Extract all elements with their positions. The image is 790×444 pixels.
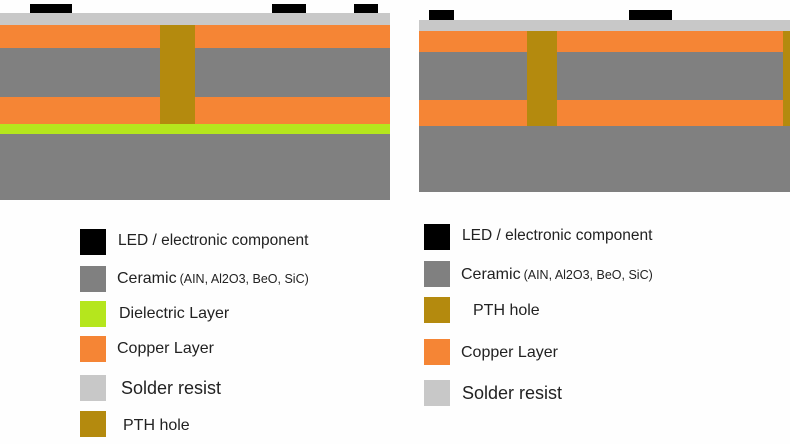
legend-label-pth: PTH hole [473, 302, 540, 319]
legend-label-pth: PTH hole [123, 417, 190, 434]
legend-label-solder: Solder resist [121, 378, 222, 398]
led-component-2 [272, 4, 306, 13]
solder-resist-layer [0, 13, 390, 25]
ceramic-layer-middle [419, 52, 790, 100]
legend-swatch-led [80, 229, 106, 255]
right-stack-diagram [419, 0, 790, 192]
legend-swatch-solder [80, 375, 106, 401]
pth-hole [160, 25, 195, 124]
legend-swatch-pth [424, 297, 450, 323]
led-component-2 [629, 10, 672, 20]
legend-swatch-pth [80, 411, 106, 437]
legend-label-dielectric: Dielectric Layer [119, 305, 230, 322]
left-stack-diagram [0, 0, 390, 200]
led-component-1 [429, 10, 454, 20]
copper-layer-top [0, 25, 390, 48]
legend-swatch-solder [424, 380, 450, 406]
copper-layer-bottom [0, 97, 390, 124]
led-component-1 [30, 4, 72, 13]
pth-hole-edge [783, 31, 790, 126]
legend-swatch-ceramic [424, 261, 450, 287]
legend-label-led: LED / electronic component [118, 232, 309, 249]
solder-resist-layer [419, 20, 790, 31]
legend-label-copper: Copper Layer [461, 344, 558, 361]
legend-swatch-copper [80, 336, 106, 362]
dielectric-layer [0, 124, 390, 134]
copper-layer-top [419, 31, 790, 52]
legend-label-ceramic: Ceramic (AIN, Al2O3, BeO, SiC) [117, 270, 309, 287]
led-component-3 [354, 4, 378, 13]
ceramic-layer-middle [0, 48, 390, 97]
ceramic-substrate [0, 134, 390, 200]
legend-swatch-dielectric [80, 301, 106, 327]
legend-label-copper: Copper Layer [117, 340, 214, 357]
pth-hole [527, 31, 557, 126]
legend-swatch-copper [424, 339, 450, 365]
legend-swatch-ceramic [80, 266, 106, 292]
ceramic-substrate [419, 126, 790, 192]
copper-layer-bottom [419, 100, 790, 126]
legend-label-solder: Solder resist [462, 383, 563, 403]
legend-label-ceramic: Ceramic (AIN, Al2O3, BeO, SiC) [461, 266, 653, 283]
legend-swatch-led [424, 224, 450, 250]
legend-label-led: LED / electronic component [462, 227, 653, 244]
